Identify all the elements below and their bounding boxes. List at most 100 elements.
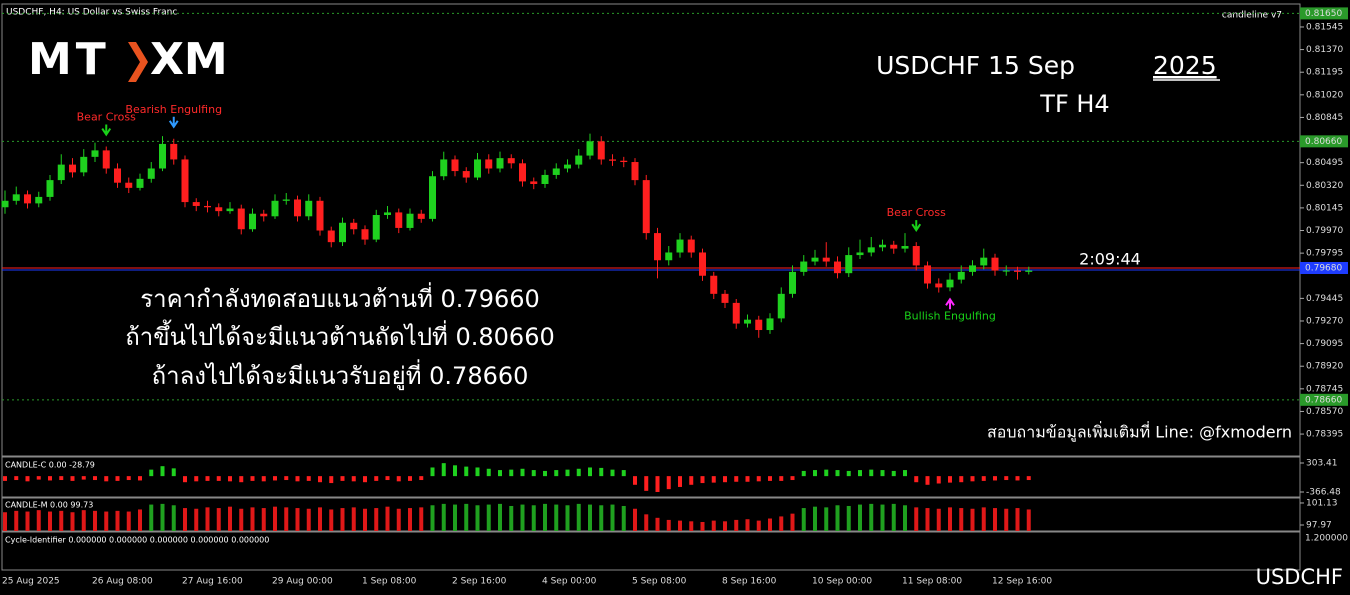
histogram-bar	[756, 476, 761, 482]
y-tick-label: 0.78570	[1306, 407, 1343, 417]
y-tick-label: -366.48	[1306, 487, 1341, 497]
histogram-bar	[36, 510, 41, 531]
histogram-bar	[903, 505, 907, 531]
histogram-bar	[48, 511, 52, 531]
histogram-bar	[655, 476, 660, 492]
histogram-bar	[453, 465, 457, 477]
histogram-bar	[1004, 508, 1009, 531]
histogram-bar	[70, 512, 75, 531]
histogram-bar	[858, 504, 862, 531]
y-tick-label: 0.80495	[1306, 158, 1343, 168]
histogram-bar	[678, 476, 682, 487]
y-tick-label: 0.79970	[1306, 226, 1343, 236]
title-year: 2025	[1153, 51, 1217, 80]
histogram-bar	[711, 520, 716, 531]
histogram-bar	[993, 476, 997, 481]
histogram-bar	[419, 476, 424, 481]
candle-body	[406, 213, 414, 228]
histogram-bar	[723, 521, 727, 531]
histogram-bar	[205, 476, 210, 481]
histogram-bar	[813, 470, 817, 477]
histogram-bar	[734, 476, 739, 482]
histogram-bar	[666, 476, 671, 490]
histogram-bar	[126, 476, 131, 481]
candle-body	[867, 247, 875, 253]
histogram-bar	[149, 469, 154, 477]
histogram-bar	[363, 476, 367, 483]
histogram-bar	[588, 467, 592, 477]
histogram-bar	[228, 476, 232, 482]
histogram-bar	[621, 470, 626, 477]
histogram-bar	[869, 503, 874, 531]
candle-body	[136, 178, 144, 188]
logo-chevron	[128, 42, 148, 82]
y-tick-label: 0.78745	[1306, 384, 1343, 394]
candle-body	[654, 233, 661, 261]
histogram-bar	[126, 511, 131, 531]
candle-body	[530, 181, 538, 184]
candle-body	[462, 171, 470, 178]
y-tick-label: 0.79795	[1306, 249, 1343, 259]
level-label: 0.78660	[1305, 395, 1342, 405]
histogram-bar	[768, 476, 772, 481]
histogram-bar	[869, 469, 874, 477]
histogram-bar	[554, 470, 559, 477]
candle-body	[969, 265, 976, 272]
histogram-bar	[93, 510, 97, 531]
histogram-bar	[59, 476, 64, 481]
histogram-bar	[464, 466, 469, 477]
histogram-bar	[261, 476, 266, 482]
histogram-bar	[981, 507, 986, 531]
candle-body	[732, 302, 740, 324]
y-tick-label: 0.79445	[1306, 294, 1343, 304]
main-panel	[1, 3, 1301, 457]
contact: สอบถามข้อมูลเพิ่มเติมที่ Line: @fxmodern	[987, 421, 1292, 443]
histogram-bar	[3, 512, 7, 531]
histogram-bar	[306, 508, 311, 531]
histogram-bar	[1026, 476, 1031, 481]
x-tick-label: 29 Aug 00:00	[272, 577, 333, 587]
x-tick-label: 26 Aug 08:00	[92, 577, 153, 587]
header: USDCHF, H4: US Dollar vs Swiss Franc	[6, 8, 177, 18]
histogram-bar	[441, 503, 446, 531]
x-tick-label: 25 Aug 2025	[2, 577, 60, 587]
candle-body	[69, 164, 76, 173]
candle-body	[1025, 270, 1033, 272]
histogram-bar	[948, 476, 952, 483]
candle-body	[147, 168, 155, 179]
y-tick-label: 0.80320	[1306, 181, 1343, 191]
histogram-bar	[239, 476, 244, 483]
histogram-bar	[194, 508, 199, 531]
signal-arrow	[168, 116, 179, 129]
histogram-bar	[846, 470, 851, 477]
histogram-bar	[160, 503, 165, 531]
candle-body	[890, 244, 898, 249]
histogram-bar	[745, 519, 750, 531]
candle-body	[181, 159, 189, 203]
histogram-bar	[498, 470, 502, 477]
histogram-bar	[149, 504, 154, 531]
histogram-bar	[734, 519, 739, 531]
histogram-bar	[115, 476, 120, 481]
candle-body	[35, 196, 43, 204]
candle-body	[564, 164, 571, 169]
y-tick-label: 0.80145	[1306, 203, 1343, 213]
histogram-bar	[250, 507, 255, 531]
x-tick-label: 1 Sep 08:00	[362, 577, 417, 587]
x-tick-label: 11 Sep 08:00	[902, 577, 962, 587]
candle-body	[192, 202, 200, 206]
histogram-bar	[115, 510, 120, 531]
histogram-bar	[273, 506, 277, 531]
histogram-bar	[678, 520, 682, 531]
candle-body	[294, 199, 301, 217]
histogram-bar	[295, 476, 300, 482]
histogram-bar	[3, 476, 7, 481]
signal-arrow	[101, 124, 112, 137]
histogram-bar	[644, 476, 649, 491]
histogram-bar	[970, 476, 975, 482]
candle-body	[789, 271, 796, 294]
histogram-bar	[959, 476, 964, 483]
histogram-bar	[835, 470, 840, 477]
histogram-bar	[70, 476, 75, 481]
